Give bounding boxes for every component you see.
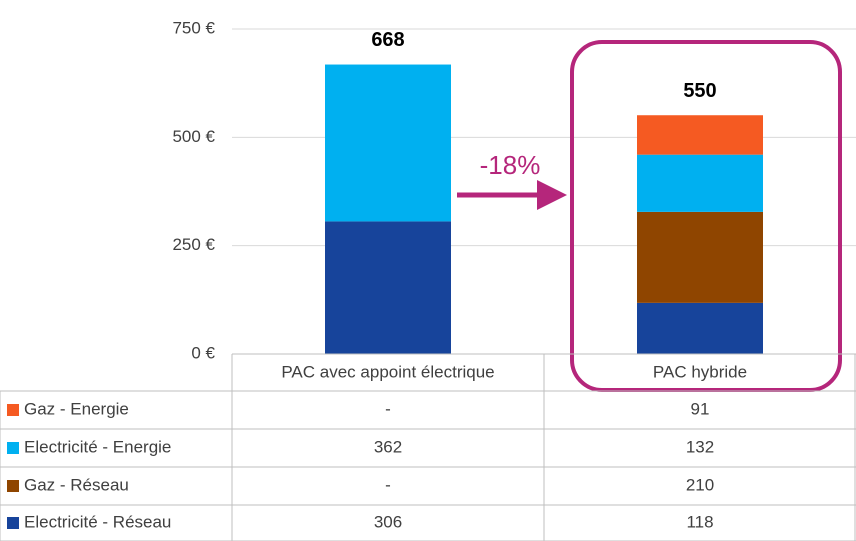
table-cell: 306 [374, 512, 402, 531]
table-cell: 132 [686, 437, 714, 456]
table-cell: 210 [686, 475, 714, 494]
y-tick-label: 0 € [191, 343, 215, 362]
total-label: 550 [683, 80, 716, 102]
x-tick-label: PAC hybride [653, 362, 747, 381]
legend-swatch [7, 442, 19, 454]
annotation: -18% [480, 150, 541, 180]
legend-swatch [7, 517, 19, 529]
bar-segment [637, 154, 763, 212]
bar-segment [325, 221, 451, 354]
legend-label: Electricité - Energie [24, 437, 171, 456]
bar-segment [637, 302, 763, 354]
bar-segment [637, 211, 763, 303]
legend-swatch [7, 480, 19, 492]
x-tick-label: PAC avec appoint électrique [281, 362, 494, 381]
table-cell: 91 [691, 399, 710, 418]
total-label: 668 [371, 29, 404, 51]
table-cell: 118 [686, 512, 713, 531]
y-tick-label: 750 € [172, 18, 215, 37]
bar-segment [637, 115, 763, 155]
bar-segment [325, 64, 451, 222]
legend-swatch [7, 404, 19, 416]
legend-label: Gaz - Réseau [24, 475, 129, 494]
table-cell: - [385, 475, 391, 494]
legend-label: Electricité - Réseau [24, 512, 171, 531]
table-cell: - [385, 399, 391, 418]
y-tick-label: 500 € [172, 127, 215, 146]
y-tick-label: 250 € [172, 235, 215, 254]
highlight-box [570, 40, 842, 392]
table-cell: 362 [374, 437, 402, 456]
legend-label: Gaz - Energie [24, 399, 129, 418]
